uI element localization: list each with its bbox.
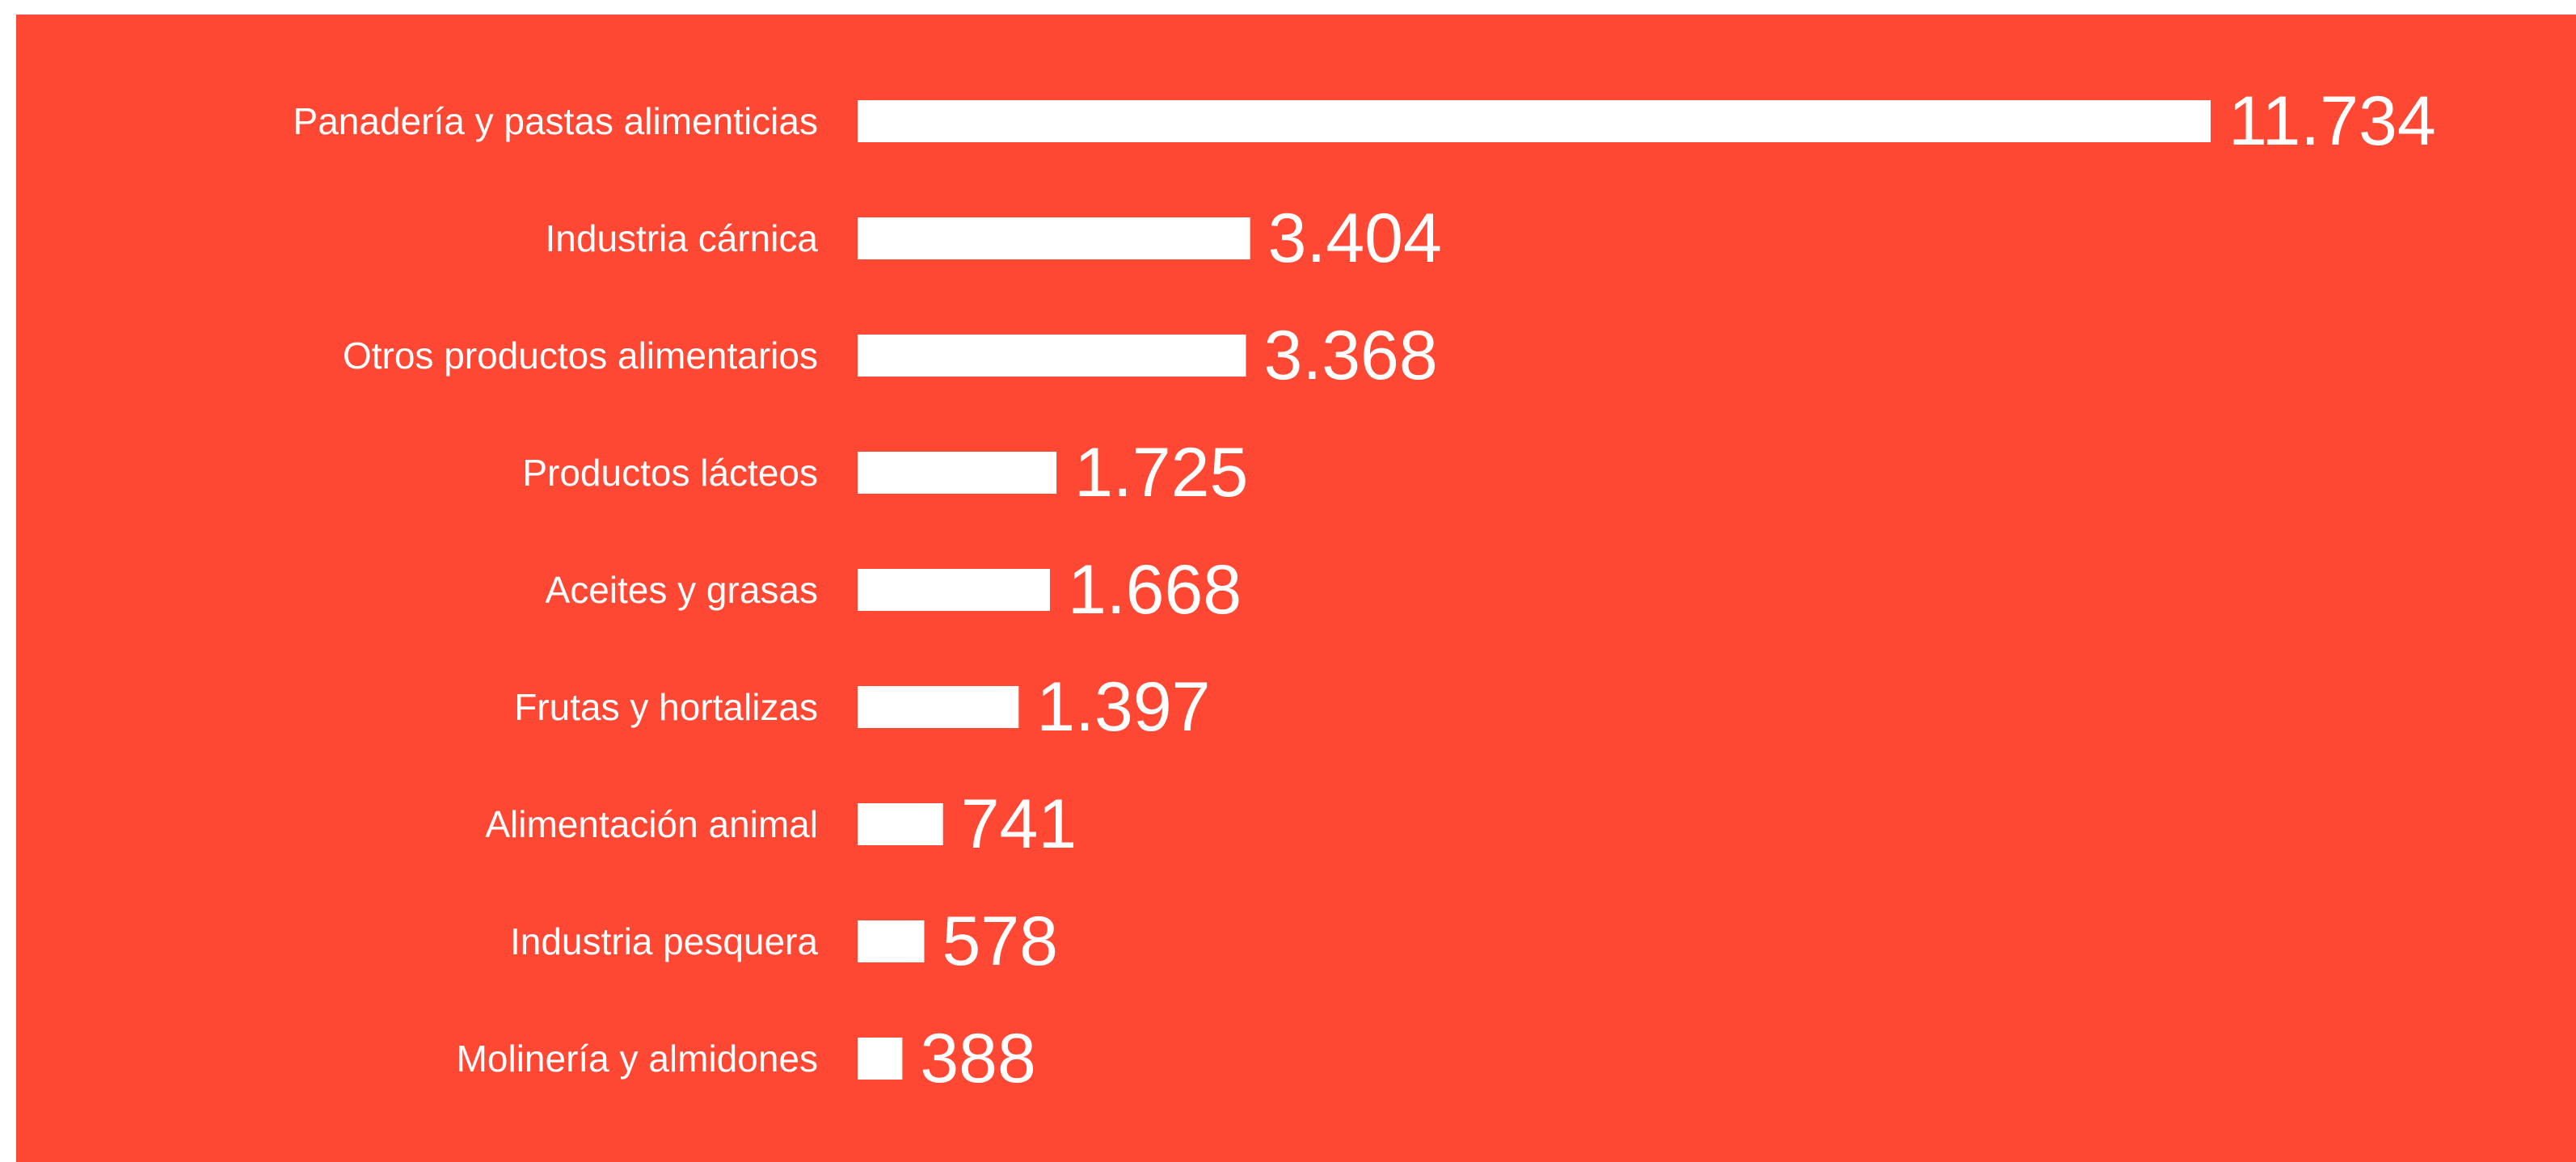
value-label: 3.404 [1268, 200, 1442, 277]
bar-chart: Panadería y pastas alimenticias 11.734 Ind… [16, 15, 2576, 1162]
chart-panel: Panadería y pastas alimenticias 11.734 Ind… [16, 15, 2576, 1162]
value-label: 11.734 [2228, 82, 2436, 160]
value-label: 578 [942, 903, 1058, 980]
value-label: 1.397 [1036, 668, 1210, 746]
bar [858, 217, 1250, 259]
category-label: Frutas y hortalizas [514, 686, 818, 728]
bar [858, 335, 1246, 377]
category-label: Alimentación animal [485, 803, 818, 845]
bar [858, 686, 1019, 728]
category-label: Industria pesquera [510, 920, 818, 962]
category-label: Otros productos alimentarios [343, 335, 818, 377]
category-label: Molinería y almidones [457, 1038, 818, 1080]
category-label: Aceites y grasas [546, 569, 818, 611]
category-label: Industria cárnica [546, 217, 819, 259]
chart-background [16, 15, 2576, 1162]
bar [858, 569, 1050, 611]
bar [858, 920, 925, 962]
bar [858, 803, 943, 845]
value-label: 388 [920, 1020, 1036, 1097]
value-label: 1.725 [1074, 434, 1248, 512]
bar [858, 100, 2211, 142]
value-label: 3.368 [1263, 317, 1437, 394]
bars-group: Panadería y pastas alimenticias 11.734 Ind… [293, 82, 2436, 1097]
category-label: Panadería y pastas alimenticias [293, 100, 818, 142]
bar [858, 452, 1057, 494]
category-label: Productos lácteos [522, 452, 818, 494]
bar [858, 1038, 903, 1080]
value-label: 741 [961, 785, 1077, 863]
value-label: 1.668 [1068, 551, 1242, 629]
